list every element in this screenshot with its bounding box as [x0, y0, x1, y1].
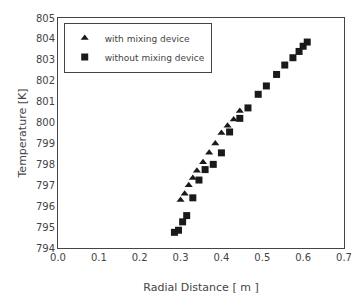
svg-text:794: 794	[36, 243, 55, 254]
svg-text:0.3: 0.3	[173, 252, 189, 263]
svg-text:without mixing device: without mixing device	[105, 53, 205, 63]
svg-text:0.7: 0.7	[336, 252, 352, 263]
svg-text:802: 802	[36, 75, 55, 86]
svg-text:800: 800	[36, 117, 55, 128]
svg-text:0.0: 0.0	[50, 252, 66, 263]
svg-text:with mixing device: with mixing device	[105, 34, 190, 44]
svg-text:Temperature [K]: Temperature [K]	[16, 89, 29, 179]
svg-text:801: 801	[36, 96, 55, 107]
svg-text:804: 804	[36, 33, 55, 44]
svg-text:0.2: 0.2	[132, 252, 148, 263]
svg-text:803: 803	[36, 54, 55, 65]
svg-text:805: 805	[36, 13, 55, 24]
svg-text:0.1: 0.1	[91, 252, 107, 263]
svg-text:796: 796	[36, 201, 55, 212]
svg-text:0.4: 0.4	[213, 252, 229, 263]
svg-text:0.5: 0.5	[254, 252, 270, 263]
svg-text:797: 797	[36, 180, 55, 191]
svg-text:Radial Distance [ m ]: Radial Distance [ m ]	[143, 281, 258, 294]
svg-text:0.6: 0.6	[295, 252, 311, 263]
svg-text:799: 799	[36, 138, 55, 149]
svg-text:795: 795	[36, 222, 55, 233]
svg-text:798: 798	[36, 159, 55, 170]
